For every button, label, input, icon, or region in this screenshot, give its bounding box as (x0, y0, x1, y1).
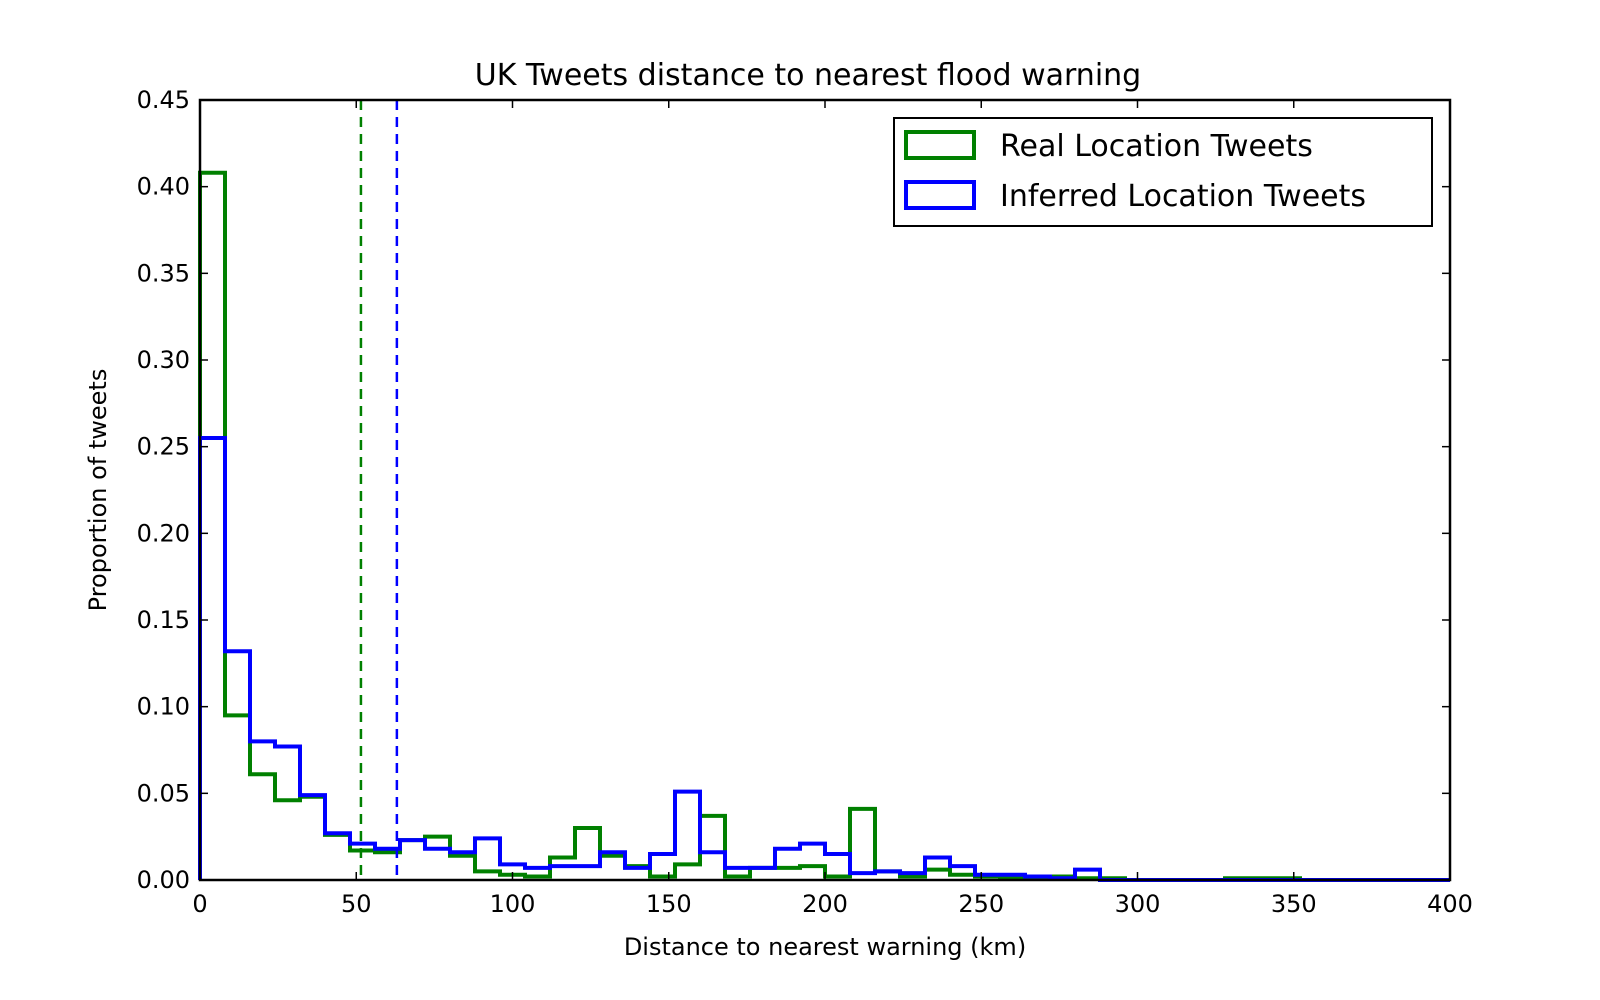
legend-swatch-real (904, 130, 976, 160)
y-tick-label: 0.45 (137, 86, 190, 114)
histogram-bin (275, 747, 300, 880)
histogram-bin (450, 852, 475, 880)
chart-title: UK Tweets distance to nearest flood warn… (475, 58, 1141, 93)
histogram-bin (525, 868, 550, 880)
histogram-bin (950, 866, 975, 880)
histogram-bin (875, 871, 900, 880)
x-tick-label: 100 (490, 890, 536, 918)
y-tick-label: 0.30 (137, 346, 190, 374)
legend-box (893, 117, 1433, 227)
legend-swatch-inferred (904, 180, 976, 210)
histogram-bin (200, 438, 225, 880)
x-tick-label: 150 (646, 890, 692, 918)
histogram-bin (350, 844, 375, 880)
y-tick-label: 0.05 (137, 779, 190, 807)
y-tick-label: 0.25 (137, 433, 190, 461)
histogram-bin (625, 868, 650, 880)
x-tick-label: 200 (802, 890, 848, 918)
legend-label-real: Real Location Tweets (1000, 129, 1313, 164)
histogram-bin (675, 792, 700, 880)
histogram-bin (300, 795, 325, 880)
legend: Real Location Tweets Inferred Location T… (893, 117, 1433, 227)
y-tick-label: 0.35 (137, 259, 190, 287)
histogram-outline (198, 436, 1450, 882)
y-axis-title: Proportion of tweets (84, 369, 112, 612)
histogram-bin (775, 849, 800, 880)
histogram-bin (700, 852, 725, 880)
histogram-bin (725, 868, 750, 880)
histogram-bin (225, 651, 250, 880)
histogram-bin (425, 849, 450, 880)
y-tick-label: 0.40 (137, 173, 190, 201)
histogram-bin (825, 854, 850, 880)
x-tick-label: 400 (1427, 890, 1473, 918)
x-axis-title: Distance to nearest warning (km) (624, 933, 1026, 961)
y-axis-ticks: 0.00 0.05 0.10 0.15 0.20 0.25 0.30 0.35 0.40 0.45 (137, 86, 1450, 894)
histogram-bin (750, 868, 775, 880)
x-axis-ticks: 0 50 100 150 200 250 300 350 400 (192, 100, 1473, 918)
histogram-bin (475, 838, 500, 880)
histogram-bin (600, 852, 625, 880)
y-tick-label: 0.10 (137, 693, 190, 721)
x-tick-label: 250 (958, 890, 1004, 918)
histogram-bin (250, 741, 275, 880)
x-tick-label: 0 (192, 890, 207, 918)
y-tick-label: 0.00 (137, 866, 190, 894)
x-tick-label: 350 (1271, 890, 1317, 918)
mean-lines (359, 100, 399, 880)
histogram-bin (925, 857, 950, 880)
histogram-outline (198, 170, 1450, 882)
plot-series (198, 170, 1450, 882)
histogram-bin (800, 844, 825, 880)
histogram-bin (650, 854, 675, 880)
histogram-bin (1075, 870, 1100, 880)
histogram-bin (850, 809, 875, 880)
histogram-bin (325, 833, 350, 880)
y-tick-label: 0.20 (137, 519, 190, 547)
x-tick-label: 300 (1115, 890, 1161, 918)
histogram-bin (575, 866, 600, 880)
histogram-bin (550, 866, 575, 880)
x-tick-label: 50 (341, 890, 372, 918)
histogram-bin (400, 840, 425, 880)
y-tick-label: 0.15 (137, 606, 190, 634)
series-inferred (198, 436, 1450, 882)
series-real (198, 170, 1450, 882)
legend-label-inferred: Inferred Location Tweets (1000, 179, 1366, 214)
